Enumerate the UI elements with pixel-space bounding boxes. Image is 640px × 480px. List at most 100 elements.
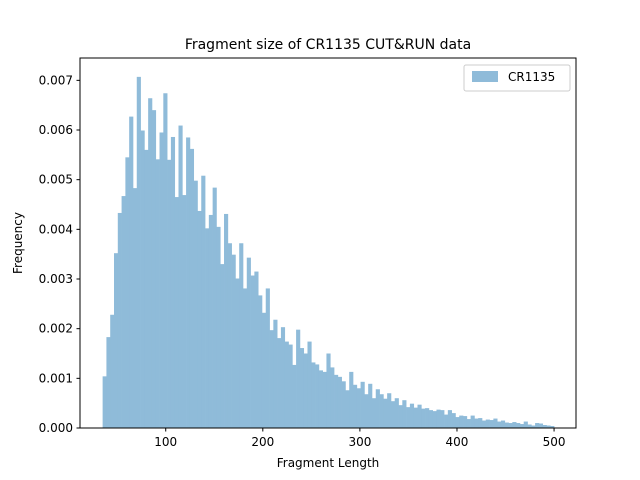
y-tick-label: 0.002 xyxy=(39,322,73,336)
histogram-bar xyxy=(368,383,373,428)
histogram-bar xyxy=(421,408,426,428)
histogram-bar xyxy=(436,409,441,428)
histogram-bar xyxy=(398,405,403,428)
histogram-bar xyxy=(239,243,244,428)
y-tick-label: 0.000 xyxy=(39,421,73,435)
histogram-bar xyxy=(334,374,339,428)
histogram-bar xyxy=(117,212,122,428)
histogram-bar xyxy=(485,419,490,428)
y-tick-label: 0.001 xyxy=(39,371,73,385)
histogram-bar xyxy=(231,254,236,428)
histogram-bar xyxy=(106,337,111,428)
histogram-bar xyxy=(296,329,301,428)
y-axis-label: Frequency xyxy=(11,212,25,274)
histogram-bar xyxy=(132,188,138,428)
histogram-bar xyxy=(129,116,134,428)
histogram-bar xyxy=(193,180,198,428)
histogram-bar xyxy=(148,98,153,429)
histogram-bar xyxy=(550,426,555,428)
histogram-bar xyxy=(277,338,282,428)
histogram-bar xyxy=(163,93,168,428)
histogram-bar xyxy=(212,187,217,428)
histogram-bar xyxy=(201,175,206,428)
histogram-bar xyxy=(500,420,506,428)
histogram-bar xyxy=(425,408,430,428)
histogram-bar xyxy=(220,264,225,428)
histogram-bar xyxy=(406,407,411,428)
histogram-bar xyxy=(292,364,297,428)
histogram-bar xyxy=(451,413,456,428)
x-tick-label: 500 xyxy=(543,435,566,449)
histogram-bar xyxy=(383,398,388,428)
histogram-bar xyxy=(440,410,445,428)
legend-label: CR1135 xyxy=(508,70,555,84)
histogram-bar xyxy=(102,376,107,428)
histogram-bar xyxy=(182,195,187,428)
histogram-bar xyxy=(114,253,119,428)
histogram-bar xyxy=(326,353,331,428)
histogram-bar xyxy=(224,213,229,428)
histogram-bar xyxy=(523,421,528,428)
histogram-bar xyxy=(197,210,202,428)
histogram-bar xyxy=(178,125,183,428)
histogram-bar xyxy=(174,197,179,428)
histogram-bar xyxy=(394,398,399,428)
x-axis-label: Fragment Length xyxy=(277,456,380,470)
histogram-bar xyxy=(542,425,547,428)
histogram-bar xyxy=(481,420,487,428)
histogram-bar xyxy=(167,159,172,429)
histogram-bar xyxy=(379,394,384,428)
y-tick-label: 0.003 xyxy=(39,272,73,286)
legend-swatch xyxy=(472,71,498,82)
histogram-bar xyxy=(447,410,452,428)
histogram-bar xyxy=(235,278,240,428)
histogram-bar xyxy=(444,414,449,428)
histogram-bar xyxy=(208,214,213,428)
histogram-bar xyxy=(337,376,342,428)
histogram-bar xyxy=(409,403,415,428)
histogram-bar xyxy=(497,421,502,428)
histogram-bar xyxy=(504,422,509,428)
histogram-bar xyxy=(307,341,312,428)
x-tick-label: 200 xyxy=(251,435,274,449)
histogram-bar xyxy=(390,401,396,428)
histogram-bar xyxy=(136,76,141,428)
legend: CR1135 xyxy=(463,64,571,92)
histogram-bar xyxy=(265,288,270,428)
histogram-bar xyxy=(269,330,274,428)
histogram-bar xyxy=(258,295,263,428)
histogram-bar xyxy=(205,228,210,428)
histogram-bar xyxy=(364,394,369,428)
histogram-bar xyxy=(463,416,468,428)
histogram-bar xyxy=(508,423,513,428)
histogram-bar xyxy=(527,424,532,428)
histogram-bar xyxy=(360,381,365,428)
histogram-bar xyxy=(341,381,346,428)
histogram-bar xyxy=(330,367,335,428)
histogram-bar xyxy=(478,418,483,428)
histogram-bar xyxy=(125,157,130,428)
histogram-bars xyxy=(102,76,555,429)
x-tick-label: 400 xyxy=(446,435,469,449)
histogram-bar xyxy=(151,110,157,429)
histogram-bar xyxy=(322,371,327,428)
histogram-bar xyxy=(299,348,305,428)
histogram-bar xyxy=(121,196,126,428)
histogram-bar xyxy=(455,417,460,428)
histogram-bar xyxy=(459,415,464,428)
histogram-bar xyxy=(352,384,358,428)
histogram-bar xyxy=(516,423,521,428)
histogram-bar xyxy=(227,243,232,428)
histogram-bar xyxy=(489,420,494,428)
histogram-bar xyxy=(303,353,308,428)
histogram-bar xyxy=(493,418,498,428)
histogram-bar xyxy=(315,364,320,428)
histogram-bar xyxy=(387,393,392,428)
histogram-bar xyxy=(535,423,540,428)
histogram-bar xyxy=(531,425,536,428)
plot-frame xyxy=(79,57,577,429)
histogram-bar xyxy=(349,371,354,428)
histogram-bar xyxy=(216,226,221,428)
histogram-bar xyxy=(144,149,149,428)
histogram-bar xyxy=(280,327,286,428)
